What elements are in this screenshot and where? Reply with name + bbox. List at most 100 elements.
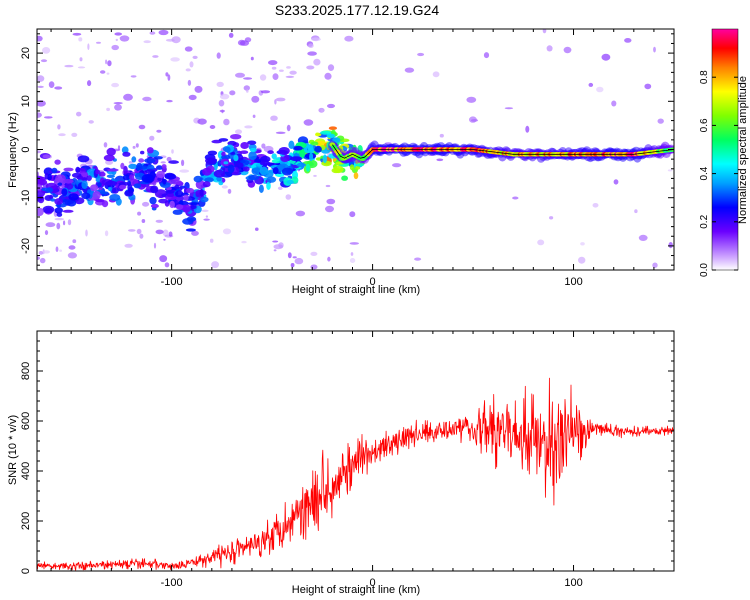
spectrogram-energy-blob [234,161,244,169]
spectrogram-energy-blob [46,187,53,193]
spectrogram-noise-blob [184,46,193,52]
spectrogram-noise-blob [71,132,78,137]
spectrogram-energy-blob [307,143,314,153]
spectrogram-noise-blob [285,194,292,200]
spectrogram-noise-blob [349,258,356,263]
spectrogram-noise-blob [158,29,169,36]
spectrogram-noise-blob [417,52,425,57]
spectrogram-noise-blob [115,38,119,42]
snr-ytick-label: 0 [20,568,32,574]
spectrogram-noise-blob [203,218,210,221]
spectrogram-noise-blob [155,219,163,223]
spectrogram-energy-blob [119,184,127,190]
spectrogram-ridge-line [332,144,674,159]
spectrogram-energy-blob [186,216,197,222]
spectrogram-energy-blob [230,134,242,140]
spectrogram-noise-blob [306,65,315,70]
spectrogram-noise-blob [274,99,277,105]
spectrogram-noise-blob [227,188,232,194]
spectrogram-noise-blob [221,185,228,189]
spectrogram-noise-blob [537,239,545,246]
spectrogram-noise-blob [289,70,297,75]
snr-xtick-label: 0 [370,577,376,589]
spectrogram-noise-blob [239,40,250,46]
spectrogram-noise-blob [111,82,119,88]
spectrogram-energy-blob [61,188,68,196]
spectrogram-noise-blob [483,52,490,59]
snr-plot-area [37,331,674,571]
spectrogram-energy-blob [77,155,90,163]
spectrogram-xtick-label: 0 [370,276,376,288]
spectrogram-noise-blob [136,228,142,235]
spectrogram-noise-blob [259,74,267,81]
spectrogram-noise-blob [466,96,477,103]
spectrogram-noise-blob [588,82,594,87]
spectrogram-energy-blob [240,142,249,149]
spectrogram-noise-blob [197,118,207,125]
spectrogram-noise-blob [504,107,514,110]
spectrogram-noise-blob [295,210,306,217]
spectrogram-noise-blob [142,96,152,102]
spectrogram-noise-blob [187,79,192,86]
spectrogram-energy-blob [249,147,257,153]
spectrogram-noise-blob [128,161,133,164]
spectrogram-noise-blob [270,115,278,121]
spectrogram-energy-blob [175,204,184,210]
spectrogram-noise-blob [613,179,619,185]
spectrogram-noise-blob [63,220,66,226]
spectrogram-energy-blob [187,202,200,206]
spectrogram-noise-blob [349,242,359,245]
spectrogram-noise-blob [241,240,247,244]
spectrogram-noise-blob [137,211,142,216]
spectrogram-energy-blob [165,195,177,201]
spectrogram-noise-blob [149,135,155,141]
spectrogram-energy-blob [99,191,109,195]
spectrogram-energy-blob [162,178,167,185]
spectrogram-energy-blob [56,212,63,217]
spectrogram-energy-blob [62,209,74,213]
spectrogram-energy-blob [230,151,236,155]
spectrogram-noise-blob [272,73,279,80]
spectrogram-energy-blob [63,179,74,184]
spectrogram-noise-blob [311,37,321,42]
colorbar-tick-label: 0.0 [699,263,710,277]
spectrogram-energy-blob [305,163,311,172]
spectrogram-noise-blob [103,142,108,148]
spectrogram-energy-blob [271,153,277,160]
spectrogram-noise-blob [104,230,109,237]
spectrogram-energy-blob [278,147,290,155]
spectrogram-energy-blob [204,177,214,183]
spectrogram-energy-blob [75,166,81,173]
spectrogram-noise-blob [191,230,199,236]
spectrogram-energy-blob [106,147,116,156]
spectrogram-noise-blob [644,83,652,90]
spectrogram-noise-blob [156,129,162,133]
spectrogram-energy-blob [150,203,159,209]
spectrogram-noise-blob [130,75,137,78]
spectrogram-energy-blob [144,158,156,164]
spectrogram-energy-blob [86,175,92,182]
spectrogram-noise-blob [279,69,284,72]
spectrogram-noise-blob [286,124,291,132]
spectrogram-energy-blob [233,154,239,162]
snr-axes: -100 0 100 0 200 400 600 800 [20,331,674,589]
spectrogram-noise-blob [166,99,173,103]
spectrogram-noise-blob [325,184,331,188]
spectrogram-energy-blob [123,165,128,175]
spectrogram-noise-blob [168,231,173,237]
spectrogram-energy-blob [314,145,322,153]
spectrogram-energy-blob [95,199,105,203]
spectrogram-noise-blob [37,75,45,82]
spectrogram-noise-blob [194,85,203,93]
spectrogram-noise-blob [294,257,304,265]
spectrogram-energy-blob [253,159,262,163]
spectrogram-energy-blob [171,180,183,185]
spectrogram-noise-blob [162,229,169,237]
spectrogram-energy-blob [272,167,279,175]
spectrogram-xtick-label: -100 [161,276,183,288]
spectrogram-noise-blob [392,163,402,168]
spectrogram-noise-blob [592,203,599,208]
spectrogram-energy-blob [164,173,177,180]
spectrogram-energy-blob [122,151,131,157]
spectrogram-noise-blob [128,229,136,232]
